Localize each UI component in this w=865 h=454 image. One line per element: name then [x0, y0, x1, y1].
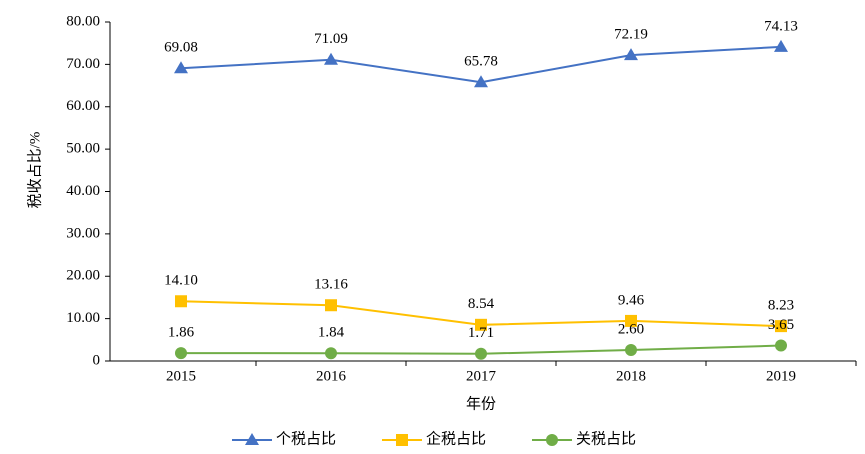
data-label: 72.19 — [614, 27, 648, 43]
data-label: 2.60 — [618, 321, 644, 337]
data-point — [475, 318, 487, 331]
data-point — [624, 48, 638, 61]
legend-marker — [546, 434, 558, 446]
x-tick-label: 2018 — [616, 368, 646, 384]
data-label: 8.54 — [468, 296, 495, 312]
x-tick-label: 2019 — [766, 368, 796, 384]
data-point — [774, 39, 788, 52]
data-point — [174, 61, 188, 74]
data-label: 1.84 — [318, 325, 345, 341]
y-tick-label: 70.00 — [66, 56, 100, 72]
data-label: 8.23 — [768, 298, 794, 314]
x-tick-label: 2016 — [316, 368, 347, 384]
y-tick-label: 0 — [93, 352, 101, 368]
legend-label: 个税占比 — [276, 430, 336, 447]
x-tick-label: 2015 — [166, 368, 196, 384]
y-tick-label: 30.00 — [66, 225, 100, 241]
data-point — [175, 295, 187, 308]
data-point — [175, 347, 187, 360]
data-label: 71.09 — [314, 31, 348, 47]
data-point — [325, 347, 337, 360]
data-label: 65.78 — [464, 54, 498, 70]
data-label: 13.16 — [314, 277, 348, 293]
data-point — [324, 52, 338, 65]
data-label: 1.71 — [468, 325, 494, 341]
data-point — [625, 314, 637, 327]
legend-marker — [396, 434, 408, 446]
x-tick-label: 2017 — [466, 368, 497, 384]
y-tick-label: 50.00 — [66, 141, 100, 157]
data-point — [474, 75, 488, 88]
x-axis-label: 年份 — [466, 395, 496, 412]
y-tick-label: 20.00 — [66, 268, 100, 284]
legend-marker — [245, 433, 259, 445]
y-axis-label: 税收占比/% — [26, 132, 43, 209]
y-tick-label: 60.00 — [66, 98, 100, 114]
data-label: 3.65 — [768, 317, 794, 333]
legend-label: 关税占比 — [576, 430, 636, 447]
data-label: 14.10 — [164, 273, 198, 289]
data-label: 74.13 — [764, 18, 798, 34]
data-label: 1.86 — [168, 325, 195, 341]
data-point — [775, 320, 787, 333]
y-tick-label: 80.00 — [66, 13, 100, 29]
data-point — [775, 339, 787, 352]
data-point — [325, 299, 337, 312]
data-point — [475, 347, 487, 360]
y-tick-label: 10.00 — [66, 310, 100, 326]
y-tick-label: 40.00 — [66, 183, 100, 199]
legend-label: 企税占比 — [426, 429, 486, 447]
data-label: 69.08 — [164, 40, 198, 56]
data-point — [625, 343, 637, 356]
data-label: 9.46 — [618, 292, 645, 308]
